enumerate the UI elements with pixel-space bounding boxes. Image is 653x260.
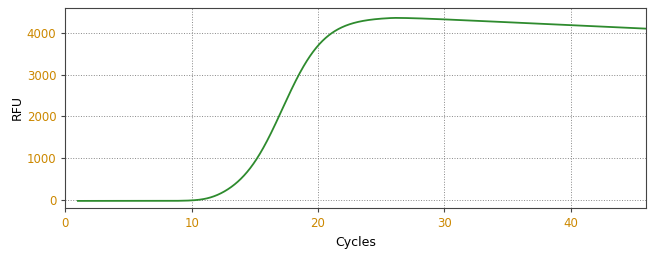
Y-axis label: RFU: RFU	[11, 95, 24, 120]
X-axis label: Cycles: Cycles	[336, 236, 376, 249]
